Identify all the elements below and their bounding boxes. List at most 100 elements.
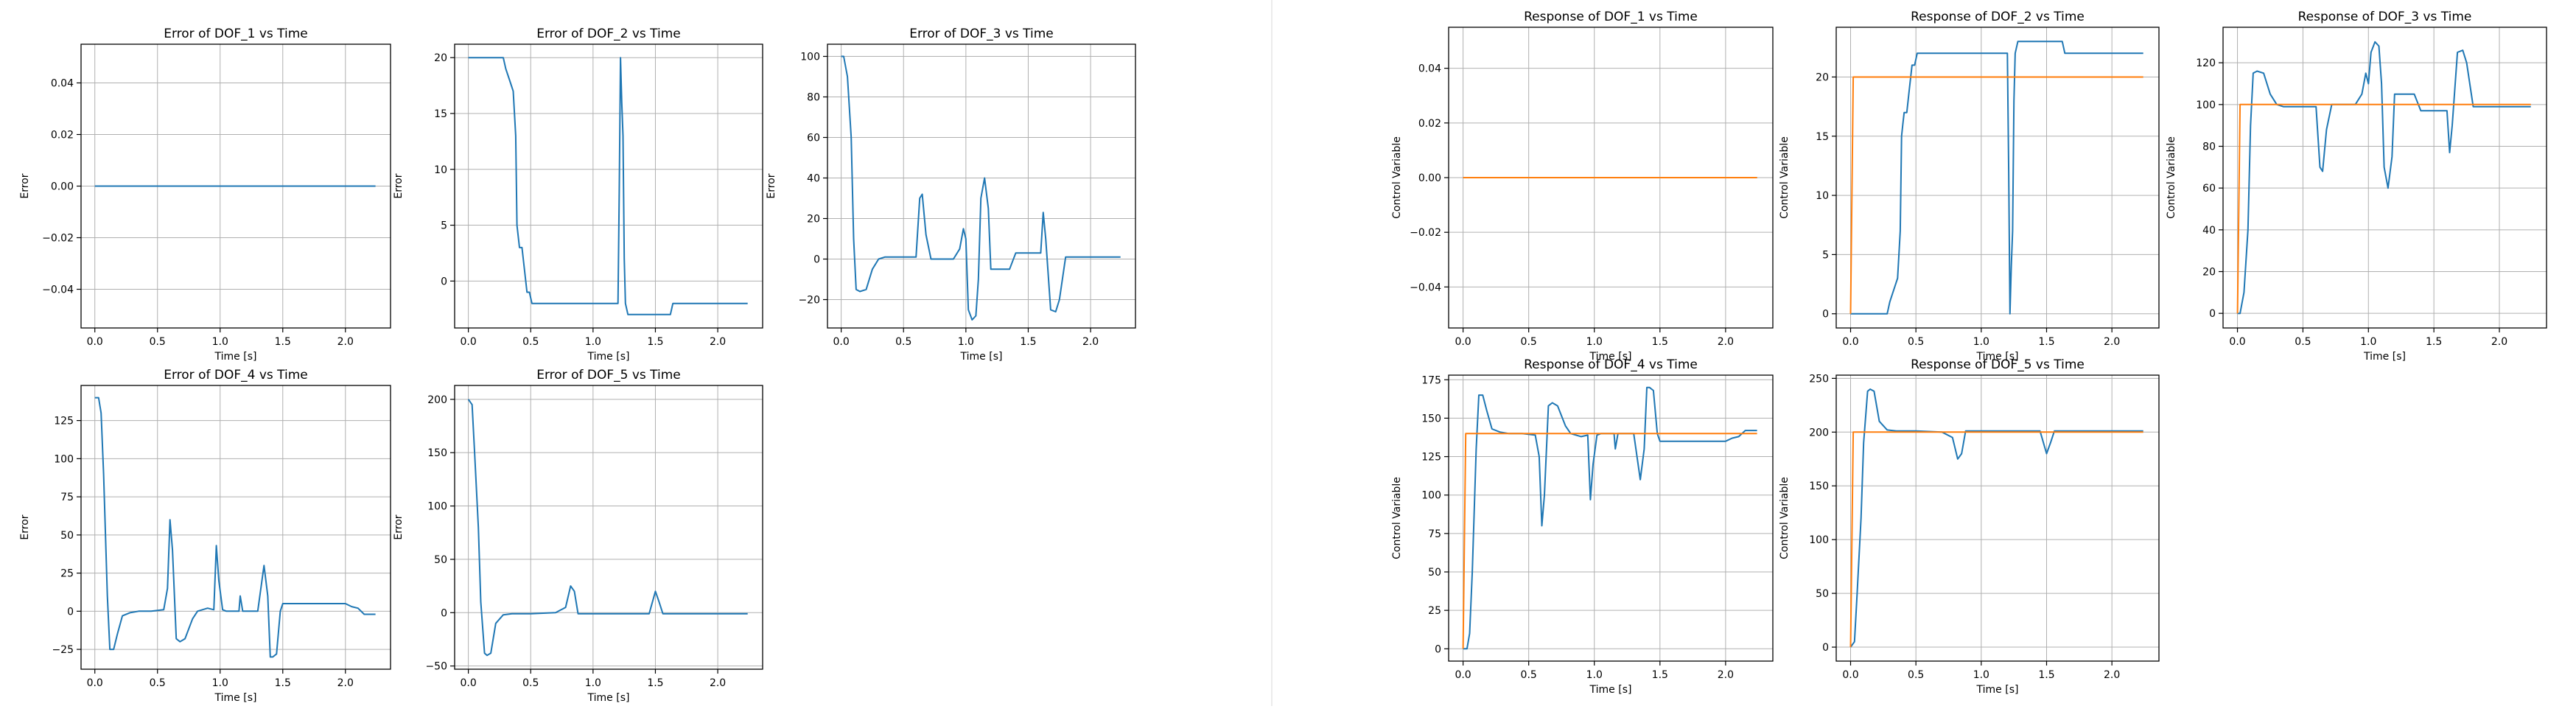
x-tick-label: 1.0 [1586, 336, 1603, 348]
chart-title: Response of DOF_5 vs Time [1911, 357, 2085, 372]
y-tick-label: 100 [1809, 534, 1829, 546]
chart-title: Response of DOF_4 vs Time [1524, 357, 1698, 372]
y-tick-label: 0 [1435, 643, 1441, 655]
y-tick-label: −0.02 [1410, 227, 1441, 239]
x-tick-label: 2.0 [2491, 336, 2507, 348]
x-axis-label: Time [s] [1976, 351, 2019, 363]
subplot-4: 0.0 0.5 1.0 1.5 2.0 −25 0 25 50 75 100 125 Error of … [19, 368, 391, 704]
series-line-blue [467, 399, 748, 657]
y-tick-label: −50 [425, 661, 447, 673]
x-tick-label: 0.5 [2295, 336, 2311, 348]
x-tick-label: 1.5 [2038, 336, 2054, 348]
y-axis-label: Error [19, 514, 31, 539]
series-line-blue [1463, 386, 1757, 650]
y-axis-label: Control Variable [1391, 477, 1403, 559]
chart-title: Response of DOF_3 vs Time [2298, 10, 2472, 24]
subplot-3: 0.0 0.5 1.0 1.5 2.0 −20 0 20 40 60 80 100 Error of D… [766, 27, 1136, 363]
y-tick-label: 150 [427, 447, 447, 459]
x-tick-label: 2.0 [710, 677, 726, 689]
y-tick-label: 10 [1816, 190, 1829, 202]
y-tick-label: 0 [1822, 309, 1829, 321]
series-line-blue [841, 55, 1121, 321]
y-tick-label: 175 [1421, 374, 1441, 386]
x-tick-label: 0.0 [87, 336, 103, 348]
y-tick-label: 20 [434, 52, 447, 64]
x-tick-label: 0.0 [833, 336, 849, 348]
series-line-blue [94, 397, 376, 658]
y-tick-label: 60 [807, 133, 820, 144]
x-tick-label: 0.5 [150, 677, 166, 689]
x-axis-label: Time [s] [587, 692, 630, 704]
y-axis-label: Control Variable [1779, 136, 1791, 219]
subplot-1: 0.0 0.5 1.0 1.5 2.0 −0.04 −0.02 0.00 0.02 0.04 Err… [19, 27, 391, 363]
x-tick-label: 1.0 [2360, 336, 2376, 348]
y-tick-label: 20 [807, 214, 820, 226]
y-axis-label: Control Variable [1391, 136, 1403, 219]
x-tick-label: 1.0 [585, 677, 601, 689]
axes-frame [1835, 27, 2160, 329]
x-axis-label: Time [s] [587, 351, 630, 363]
y-tick-label: 25 [60, 568, 74, 580]
x-tick-label: 0.0 [460, 336, 476, 348]
x-tick-label: 0.0 [1455, 336, 1471, 348]
y-tick-label: 0 [813, 254, 820, 266]
x-axis-label: Time [s] [2363, 351, 2406, 363]
y-tick-label: 20 [2202, 267, 2216, 279]
axes-frame [1448, 374, 1774, 662]
axes-frame [454, 385, 763, 670]
x-axis-label: Time [s] [960, 351, 1003, 363]
panel-divider [1271, 0, 1273, 706]
chart-title: Error of DOF_2 vs Time [536, 27, 681, 41]
x-tick-label: 2.0 [1082, 336, 1099, 348]
y-tick-label: 120 [2196, 57, 2216, 69]
subplot-10: 0.0 0.5 1.0 1.5 2.0 0 50 100 150 200 250 Response o… [1779, 357, 2160, 696]
y-tick-label: 200 [427, 394, 447, 406]
x-tick-label: 0.5 [1908, 336, 1924, 348]
y-tick-label: 50 [1428, 567, 1441, 579]
subplot-5: 0.0 0.5 1.0 1.5 2.0 −50 0 50 100 150 200 Error of D… [393, 368, 763, 704]
y-tick-label: 250 [1809, 373, 1829, 385]
y-tick-label: 50 [434, 554, 447, 566]
y-tick-label: 0 [1822, 642, 1829, 654]
x-tick-label: 0.0 [2229, 336, 2245, 348]
x-tick-label: 1.5 [647, 336, 663, 348]
series-line-blue [1850, 41, 2143, 315]
y-tick-label: 40 [2202, 225, 2216, 237]
series-line-blue [2237, 41, 2531, 315]
y-tick-label: 0 [2209, 308, 2216, 320]
x-axis-label: Time [s] [1976, 684, 2019, 696]
chart-title: Error of DOF_1 vs Time [164, 27, 308, 41]
y-tick-label: 80 [807, 92, 820, 104]
x-tick-label: 0.5 [522, 677, 539, 689]
y-tick-label: 125 [54, 416, 74, 427]
series-line-orange [1462, 433, 1757, 649]
x-tick-label: 1.5 [2038, 669, 2054, 681]
x-tick-label: 1.5 [1652, 336, 1668, 348]
x-tick-label: 0.5 [150, 336, 166, 348]
y-tick-label: 100 [427, 501, 447, 513]
y-tick-label: 40 [807, 173, 820, 185]
x-tick-label: 2.0 [2104, 669, 2120, 681]
x-tick-label: 0.5 [1521, 669, 1537, 681]
x-axis-label: Time [s] [1589, 351, 1632, 363]
y-tick-label: −0.04 [42, 284, 74, 296]
y-tick-label: 200 [1809, 427, 1829, 439]
y-tick-label: 125 [1421, 452, 1441, 464]
y-tick-label: 60 [2202, 183, 2216, 195]
x-tick-label: 2.0 [1718, 336, 1734, 348]
axes-frame [1835, 374, 2160, 662]
x-tick-label: 1.0 [1586, 669, 1603, 681]
y-tick-label: 25 [1428, 605, 1441, 617]
y-tick-label: 0.00 [1418, 172, 1441, 184]
axes-frame [827, 43, 1136, 329]
x-tick-label: 1.5 [647, 677, 663, 689]
axes-frame [80, 385, 391, 670]
y-tick-label: 75 [1428, 528, 1441, 540]
subplot-7: 0.0 0.5 1.0 1.5 2.0 0 5 10 15 20 Response of DOF_2… [1779, 10, 2160, 363]
y-tick-label: 15 [434, 108, 447, 120]
series-line-orange [2236, 103, 2531, 314]
y-tick-label: 100 [1421, 490, 1441, 502]
x-tick-label: 0.5 [895, 336, 911, 348]
x-tick-label: 1.0 [212, 677, 228, 689]
y-tick-label: 5 [1822, 249, 1829, 261]
